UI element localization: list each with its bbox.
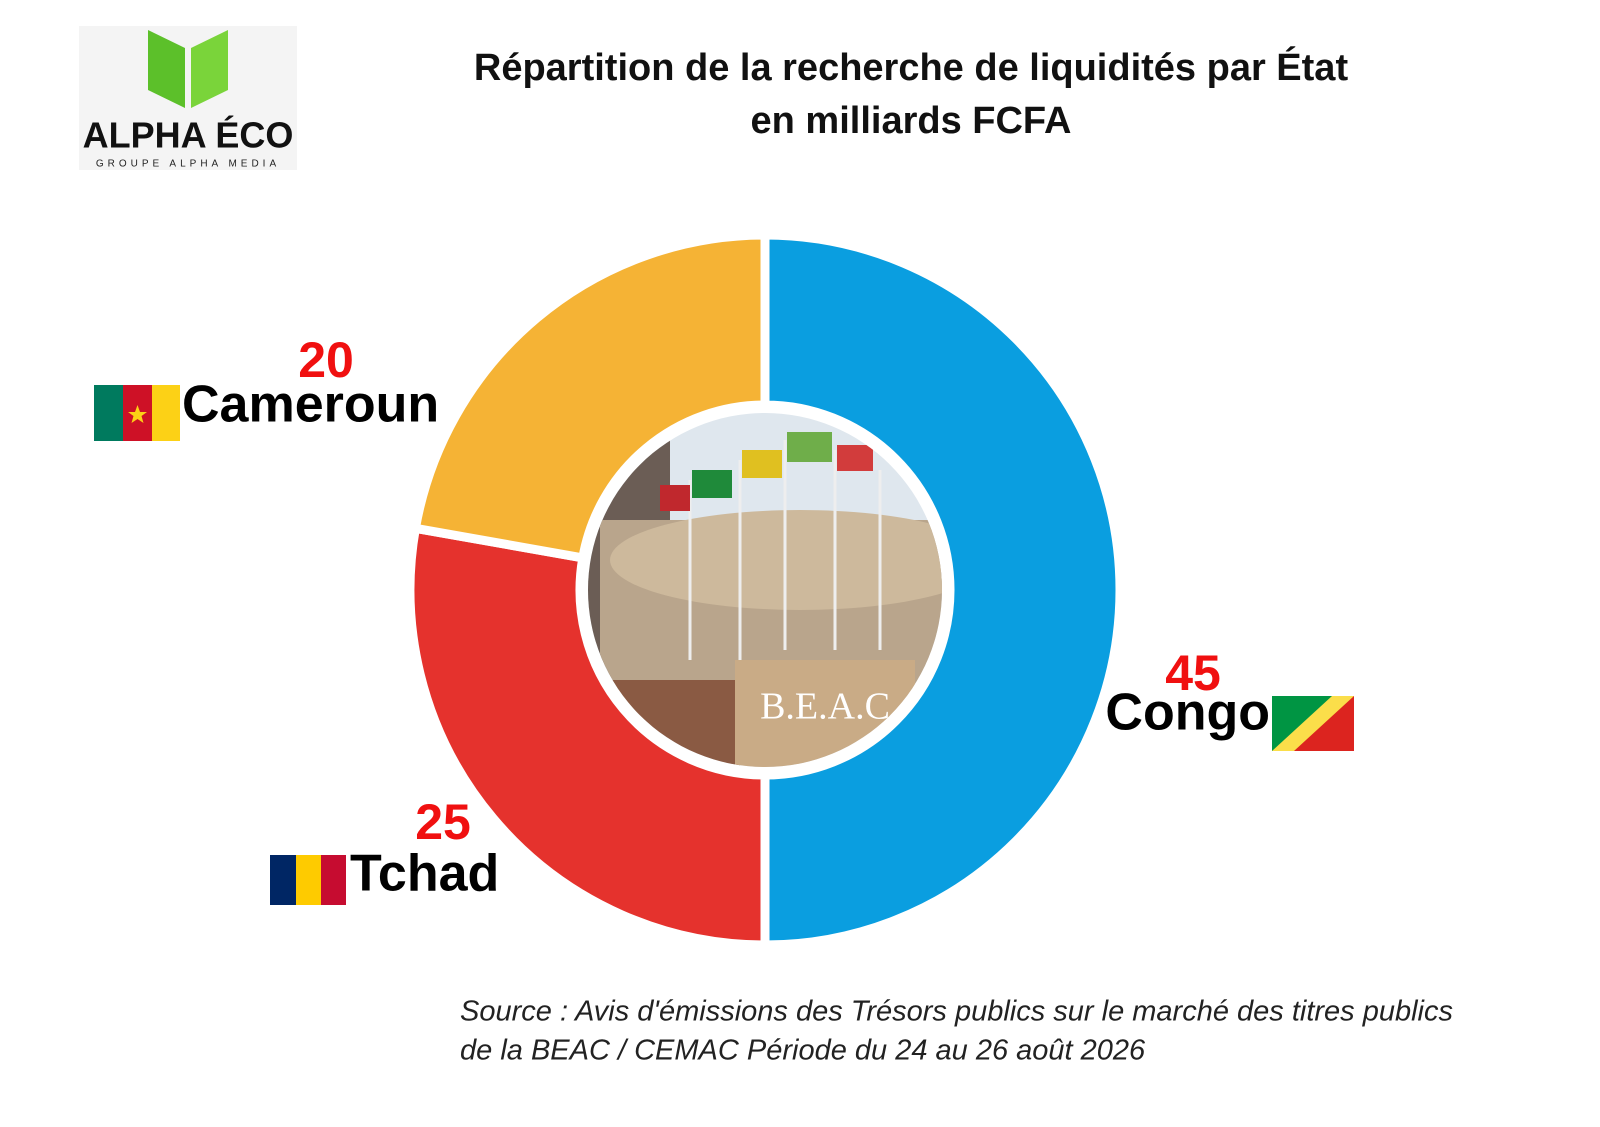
logo-name: ALPHA ÉCO — [83, 115, 294, 156]
source-line: Source : Avis d'émissions des Trésors pu… — [460, 996, 1453, 1028]
value-label: 20 — [298, 332, 354, 388]
category-label: Tchad — [350, 845, 499, 903]
logo-tagline: GROUPE ALPHA MEDIA — [96, 159, 280, 170]
chart-subtitle: en milliards FCFA — [751, 100, 1072, 142]
logo-book-left — [148, 30, 185, 108]
logo-book-right — [191, 30, 228, 108]
flag-congo — [1272, 696, 1354, 751]
chart-title: Répartition de la recherche de liquidité… — [474, 45, 1349, 89]
logo: ALPHA ÉCO GROUPE ALPHA MEDIA — [79, 26, 297, 170]
value-label: 45 — [1165, 645, 1221, 701]
flag-cameroun — [94, 385, 180, 441]
flag-tchad — [270, 855, 346, 905]
category-label: Congo — [1105, 684, 1270, 742]
svg-text:B.E.A.C: B.E.A.C — [760, 686, 890, 728]
logo-background — [79, 26, 297, 170]
value-label: 25 — [415, 794, 471, 850]
source-line: de la BEAC / CEMAC Période du 24 au 26 a… — [460, 1035, 1146, 1067]
category-label: Cameroun — [182, 376, 439, 434]
